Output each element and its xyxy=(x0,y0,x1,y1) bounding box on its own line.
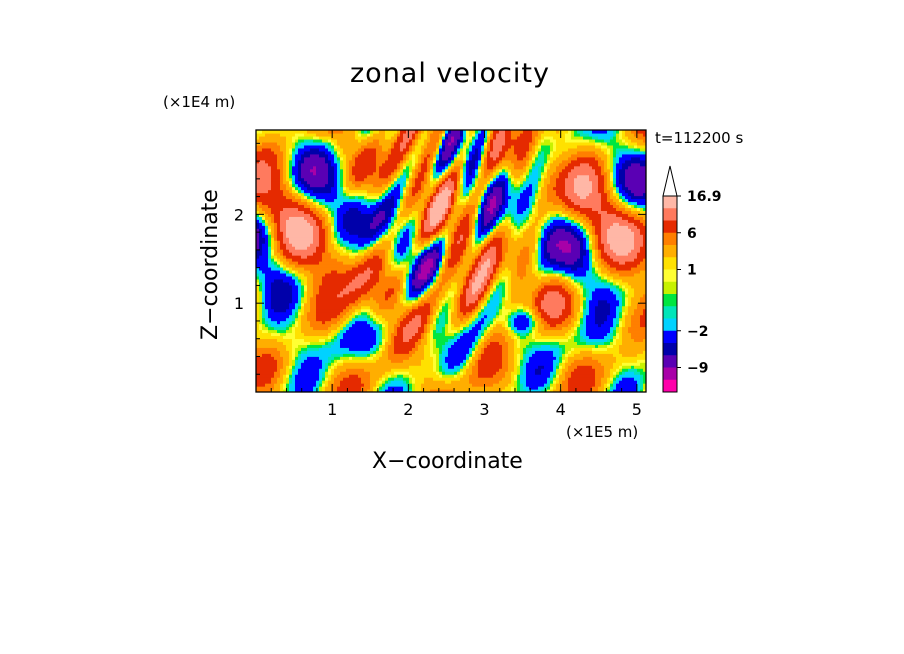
velocity-field xyxy=(256,130,647,393)
